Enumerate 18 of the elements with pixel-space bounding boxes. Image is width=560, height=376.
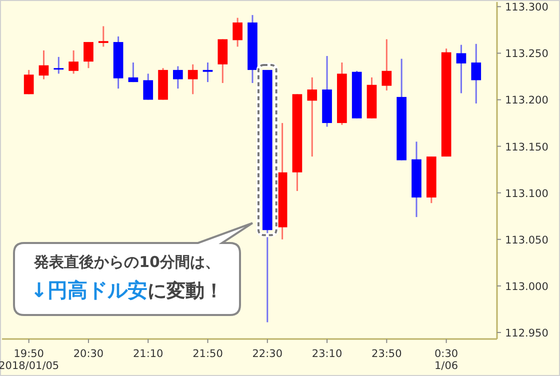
annotation: に変動！ bbox=[147, 280, 224, 302]
y-tick-label: 112.950 bbox=[505, 327, 548, 340]
x-tick-label: 21:10 bbox=[132, 348, 164, 360]
annotation: 発表直後からの10分間は、 bbox=[33, 253, 220, 271]
y-tick-label: 113.300 bbox=[505, 2, 548, 14]
y-tick-label: 113.000 bbox=[505, 280, 548, 293]
y-tick-label: 113.200 bbox=[505, 94, 548, 107]
x-tick-label: 0:30 1/06 bbox=[434, 348, 458, 372]
x-tick-label: 22:30 bbox=[252, 348, 283, 360]
x-tick-label: 20:30 bbox=[73, 348, 104, 360]
y-tick-label: 113.050 bbox=[505, 234, 548, 246]
y-tick-label: 113.100 bbox=[505, 188, 548, 200]
x-tick-label: 23:10 bbox=[312, 348, 342, 360]
y-tick-label: 113.250 bbox=[505, 48, 548, 60]
annotation: ↓円高ドル安 bbox=[30, 278, 148, 302]
x-tick-label: 23:50 bbox=[372, 348, 402, 360]
x-tick-label: 21:50 bbox=[192, 348, 223, 360]
y-tick-label: 113.150 bbox=[505, 141, 548, 154]
